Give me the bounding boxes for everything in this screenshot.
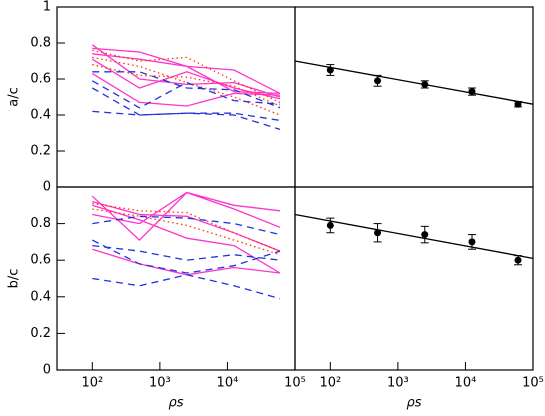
- y-tick-label: 1: [43, 0, 51, 15]
- y-tick-label: 0: [43, 363, 51, 378]
- y-tick-label: 0.2: [30, 144, 51, 159]
- y-tick-label: 0.6: [30, 72, 51, 87]
- series-line: [92, 202, 281, 252]
- data-point: [374, 229, 382, 237]
- data-point: [374, 77, 382, 85]
- series-line: [92, 47, 281, 95]
- series-line: [92, 63, 281, 107]
- y-tick-label: 0.4: [30, 108, 51, 123]
- series-line: [92, 204, 281, 274]
- series-line: [92, 49, 281, 103]
- series-line: [91, 87, 281, 131]
- data-point: [514, 100, 522, 108]
- series-line: [91, 73, 281, 107]
- x-tick-label: 10⁵: [522, 376, 544, 391]
- series-line: [92, 200, 281, 252]
- series-line: [92, 248, 281, 276]
- y-tick-label: 0.8: [30, 216, 51, 231]
- y-tick-label: 0.6: [30, 253, 51, 268]
- data-point: [421, 80, 429, 88]
- data-point: [326, 66, 334, 74]
- series-line: [91, 80, 281, 109]
- series-line: [92, 208, 281, 256]
- data-point: [421, 231, 429, 239]
- series-line: [294, 60, 534, 105]
- data-point: [468, 238, 476, 246]
- x-axis-label: ρs: [406, 396, 421, 411]
- x-tick-label: 10⁴: [217, 376, 239, 391]
- series-line: [92, 191, 281, 225]
- x-tick-label: 10³: [387, 376, 409, 391]
- y-axis-label: b/c: [7, 269, 22, 289]
- data-point: [514, 256, 522, 264]
- panel-frame: [294, 186, 534, 371]
- y-tick-label: 0.4: [30, 289, 51, 304]
- series-line: [92, 110, 281, 122]
- x-tick-label: 10³: [149, 376, 171, 391]
- series-line: [92, 71, 281, 109]
- series-line: [92, 56, 281, 116]
- series-line: [92, 239, 281, 274]
- x-axis-label: ρs: [168, 396, 183, 411]
- panel-frame: [294, 6, 534, 188]
- data-point: [468, 88, 476, 96]
- x-tick-label: 10²: [319, 376, 341, 391]
- series-line: [92, 215, 281, 236]
- x-tick-label: 10⁴: [455, 376, 477, 391]
- series-line: [92, 244, 281, 261]
- x-tick-label: 10⁵: [284, 376, 306, 391]
- y-tick-label: 0.2: [30, 326, 51, 341]
- data-point: [326, 221, 334, 229]
- y-tick-label: 0.8: [30, 36, 51, 51]
- series-line: [92, 274, 281, 300]
- x-tick-label: 10²: [81, 376, 103, 391]
- y-tick-label: 0: [43, 180, 51, 195]
- series-line: [91, 44, 281, 98]
- series-line: [294, 213, 534, 260]
- y-axis-label: a/c: [7, 87, 22, 107]
